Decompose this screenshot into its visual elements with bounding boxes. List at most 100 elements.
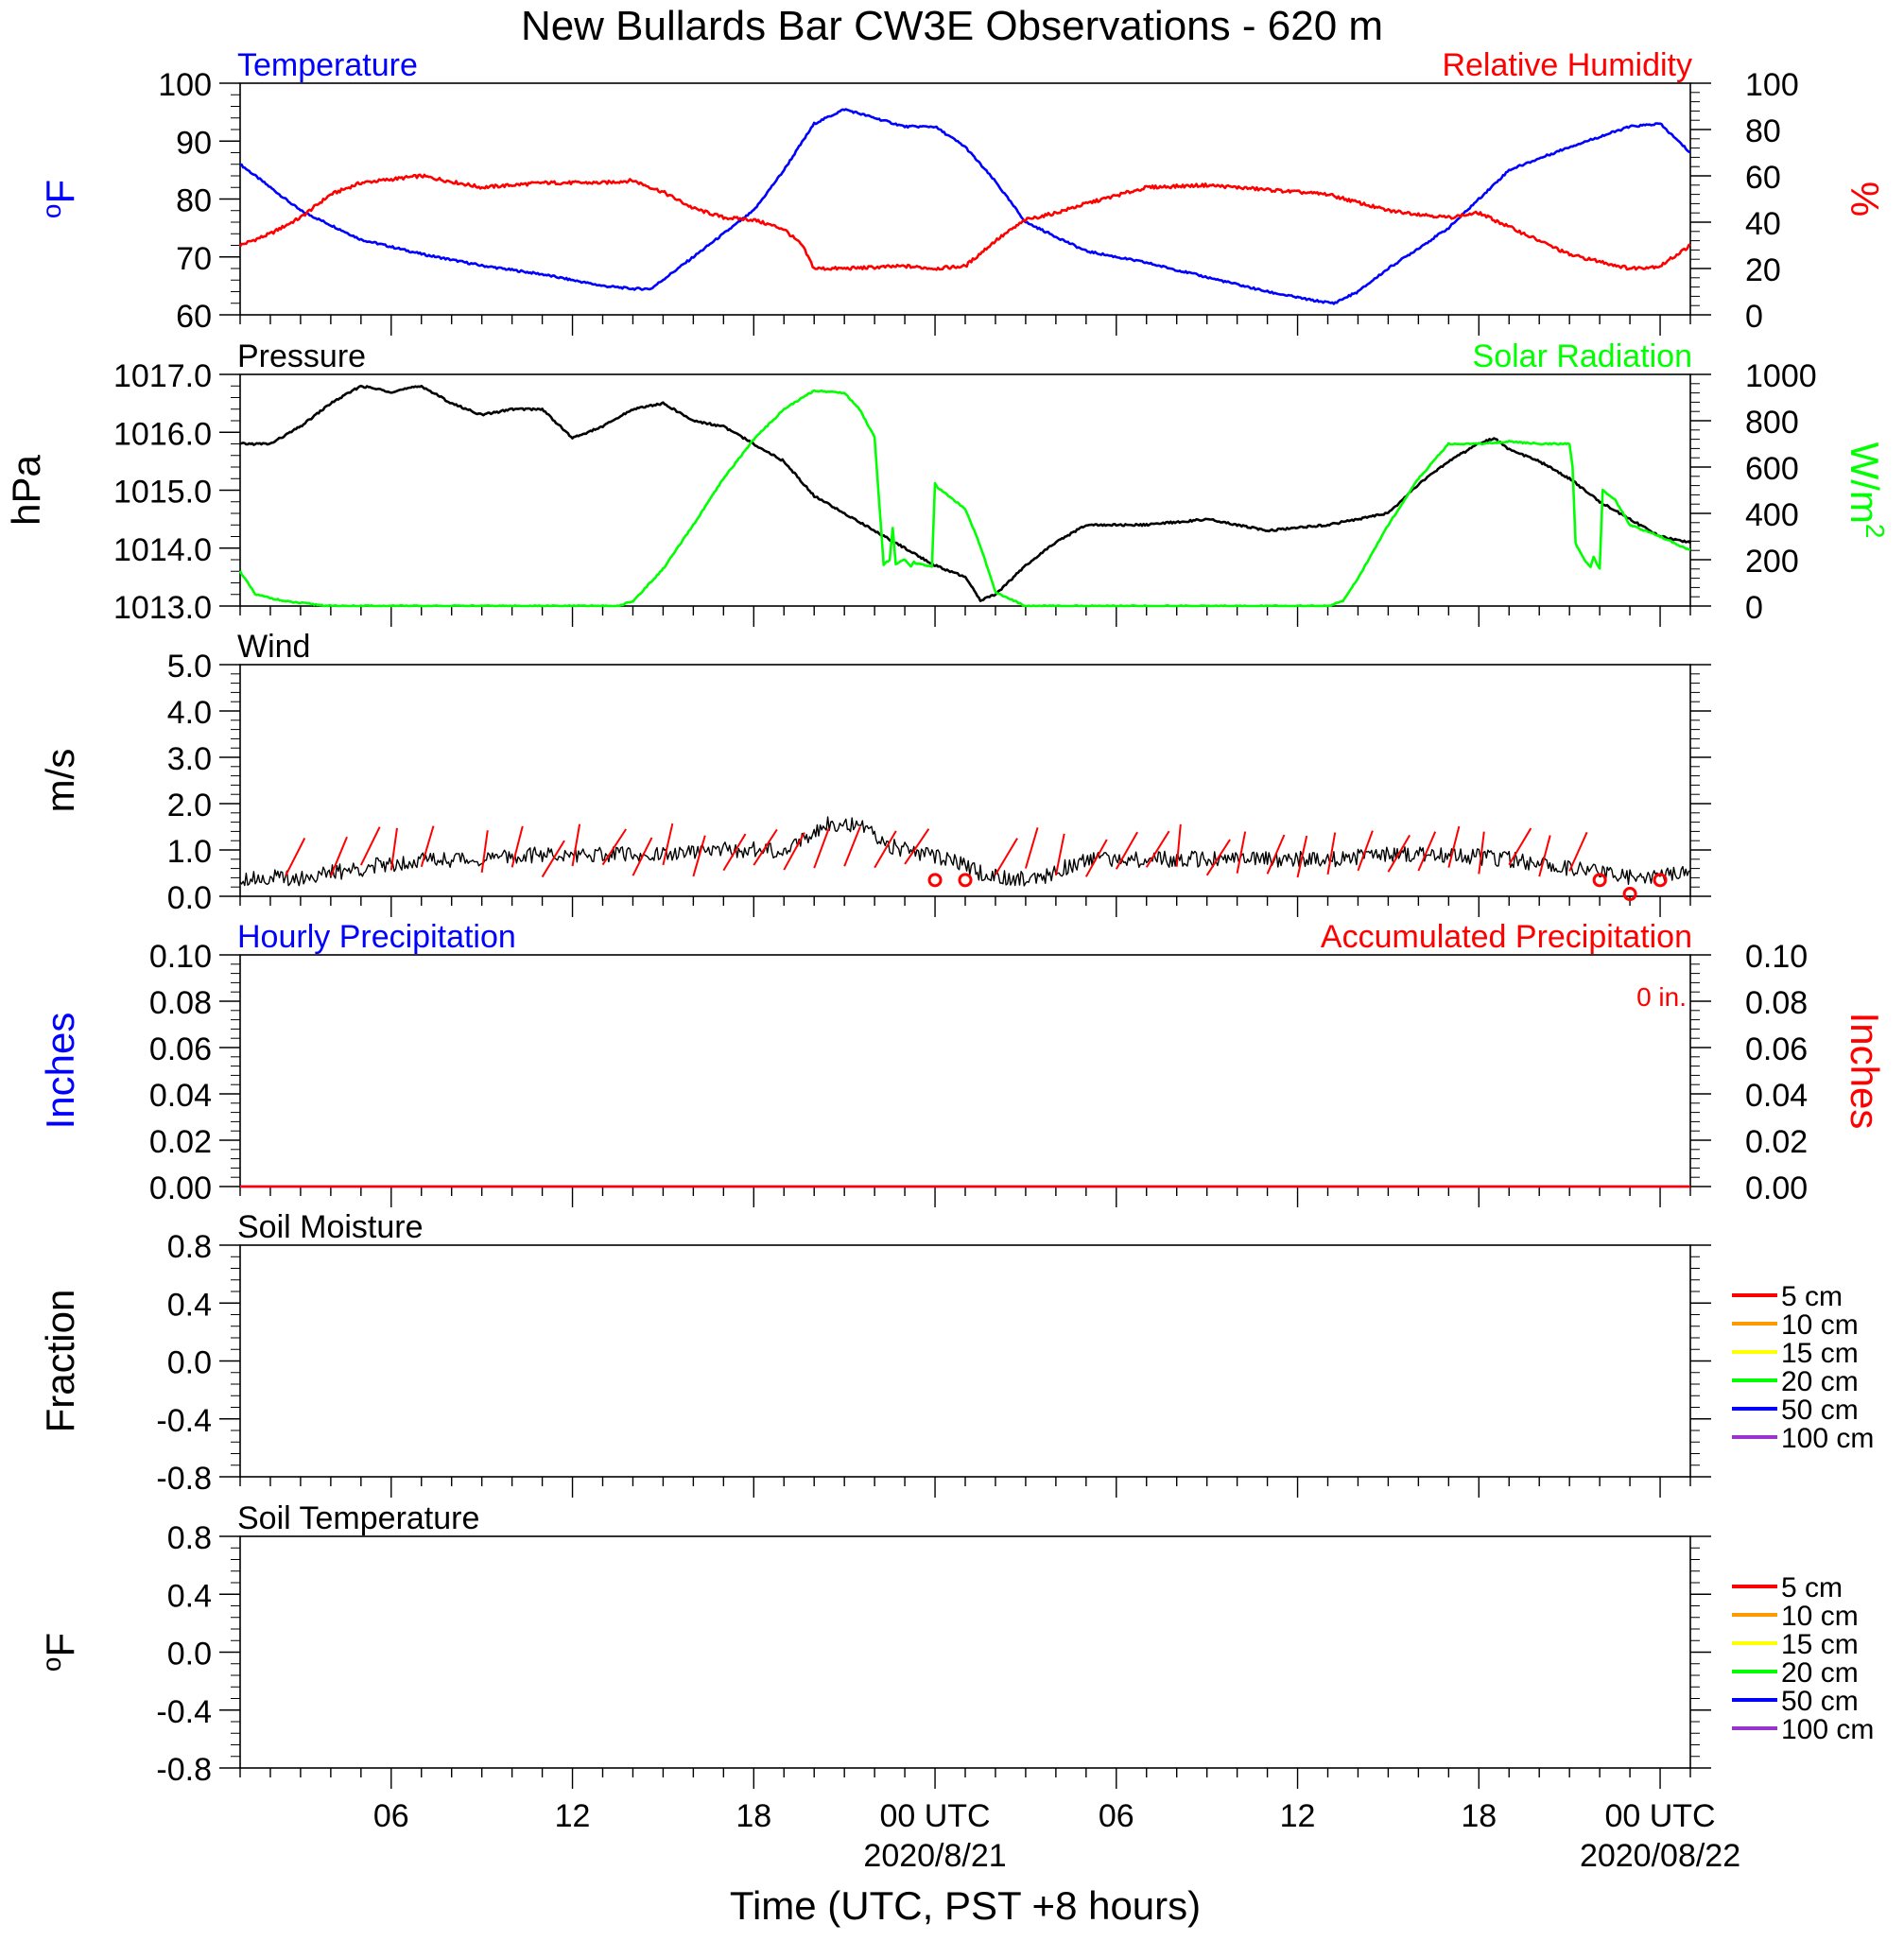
legend-label: 5 cm (1781, 1281, 1843, 1312)
y-tick-label-left: 1013.0 (113, 590, 212, 626)
figure-title: New Bullards Bar CW3E Observations - 620… (521, 3, 1383, 49)
panel-title-right: Accumulated Precipitation (1321, 919, 1692, 955)
wind-barb (1387, 834, 1411, 873)
y-tick-label-left: 1016.0 (113, 416, 212, 452)
y-tick-label-left: -0.4 (156, 1694, 212, 1730)
accumulated-total-label: 0 in. (1636, 982, 1687, 1012)
series-temperature (239, 108, 1691, 305)
wind-barb (1236, 831, 1247, 874)
calm-wind-marker (958, 873, 973, 888)
x-tick-label: 00 UTC (1604, 1798, 1715, 1834)
y-tick-label-right: 80 (1745, 113, 1781, 149)
y-tick-label-left: 80 (176, 183, 212, 219)
y-tick-label-left: 1.0 (167, 834, 212, 870)
panel-title-left: Soil Moisture (237, 1209, 424, 1245)
panel-precipitation: 0.00 0.02 0.04 0.06 0.08 0.10 0.00 0.02 0.04 0.06… (38, 919, 1887, 1207)
series-wind (239, 816, 1691, 887)
y-axis-label-left: oF (37, 1633, 82, 1672)
wind-barb (995, 838, 1018, 875)
legend-label: 50 cm (1781, 1395, 1859, 1426)
wind-barb (285, 838, 306, 877)
legend-label: 100 cm (1781, 1714, 1874, 1745)
y-tick-label-left: 0.4 (167, 1287, 212, 1323)
y-tick-label-left: 60 (176, 299, 212, 335)
wind-barb (571, 823, 581, 867)
wind-barb (813, 827, 830, 869)
y-tick-label-left: 0.8 (167, 1520, 212, 1556)
y-axis-label-left: oF (37, 180, 82, 218)
wind-barb (1326, 832, 1337, 875)
y-tick-label-right: 0.00 (1745, 1170, 1808, 1206)
y-tick-label-left: 90 (176, 125, 212, 161)
y-tick-label-right: 600 (1745, 451, 1799, 487)
y-tick-label-left: -0.8 (156, 1752, 212, 1788)
y-axis-label-left: Inches (38, 1013, 82, 1130)
wind-barb (1478, 831, 1485, 875)
date-label: 2020/8/21 (863, 1838, 1006, 1874)
series-pressure (239, 384, 1691, 602)
y-tick-label-left: 3.0 (167, 741, 212, 777)
panel-soil-moisture: -0.8 -0.4 0.0 0.4 0.8 Soil Moisture Fraction 5 … (38, 1209, 1874, 1498)
legend-label: 20 cm (1781, 1657, 1859, 1689)
y-tick-label-left: 0.4 (167, 1578, 212, 1614)
x-tick-label: 18 (736, 1798, 771, 1834)
panel-pressure-solar: 1013.0 1014.0 1015.0 1016.0 1017.0 0 200 400 600… (4, 338, 1890, 627)
y-tick-label-left: 0.02 (149, 1124, 212, 1160)
date-label: 2020/08/22 (1580, 1838, 1740, 1874)
wind-barb (1508, 827, 1532, 866)
panel-title-right: Relative Humidity (1442, 47, 1692, 83)
y-tick-label-right: 0.02 (1745, 1124, 1808, 1160)
y-tick-label-left: 1017.0 (113, 358, 212, 394)
wind-barb (662, 823, 674, 866)
legend-label: 100 cm (1781, 1423, 1874, 1454)
wind-barb (1357, 830, 1374, 872)
legend-label: 15 cm (1781, 1629, 1859, 1660)
y-tick-label-left: 4.0 (167, 695, 212, 731)
y-tick-label-left: 0.0 (167, 1637, 212, 1672)
wind-barb (1417, 831, 1437, 872)
series-relative-humidity (238, 173, 1691, 271)
x-axis-label: Time (UTC, PST +8 hours) (730, 1883, 1201, 1928)
wind-barb (1115, 831, 1138, 870)
y-tick-label-right: 0.10 (1745, 939, 1808, 975)
y-tick-label-left: 1015.0 (113, 475, 212, 511)
wind-barb (722, 833, 747, 872)
wind-barb (1175, 823, 1182, 867)
panel-temperature-humidity: 60 70 80 90 100 0 20 40 60 80 100 Temperature Relati… (37, 47, 1887, 336)
y-axis-label-left: hPa (4, 454, 48, 525)
wind-barb (843, 826, 861, 867)
x-tick-label: 12 (1280, 1798, 1316, 1834)
legend-label: 5 cm (1781, 1572, 1843, 1603)
x-tick-label: 06 (1099, 1798, 1134, 1834)
y-tick-label-left: 0.0 (167, 880, 212, 916)
y-tick-label-right: 40 (1745, 206, 1781, 242)
wind-barb (511, 825, 524, 868)
wind-barb (1266, 834, 1286, 875)
y-tick-label-left: 5.0 (167, 649, 212, 685)
calm-wind-marker (1653, 873, 1668, 888)
wind-barb (1447, 825, 1461, 868)
wind-barb (1538, 835, 1551, 877)
wind-barb (420, 825, 435, 868)
y-tick-label-left: 0.04 (149, 1078, 212, 1114)
y-tick-label-right: 200 (1745, 544, 1799, 580)
panel-title-left: Pressure (237, 338, 366, 374)
legend-label: 10 cm (1781, 1309, 1859, 1341)
y-tick-label-right: 800 (1745, 405, 1799, 441)
calm-wind-marker (927, 873, 943, 888)
legend-label: 10 cm (1781, 1601, 1859, 1632)
legend-label: 15 cm (1781, 1338, 1859, 1369)
x-tick-label: 18 (1461, 1798, 1497, 1834)
wind-barb (904, 828, 930, 865)
wind-barb (632, 837, 653, 876)
panel-wind: 0.0 1.0 2.0 3.0 4.0 5.0 Wind m/s (38, 629, 1711, 917)
calm-wind-marker (1622, 887, 1637, 902)
y-tick-label-right: 400 (1745, 497, 1799, 533)
y-axis-label-left: m/s (38, 749, 82, 813)
y-axis-label-right: % (1843, 182, 1887, 217)
wind-barb (783, 832, 805, 871)
y-tick-label-left: 2.0 (167, 788, 212, 823)
y-axis-label-right: Inches (1843, 1013, 1887, 1130)
legend-label: 50 cm (1781, 1686, 1859, 1717)
